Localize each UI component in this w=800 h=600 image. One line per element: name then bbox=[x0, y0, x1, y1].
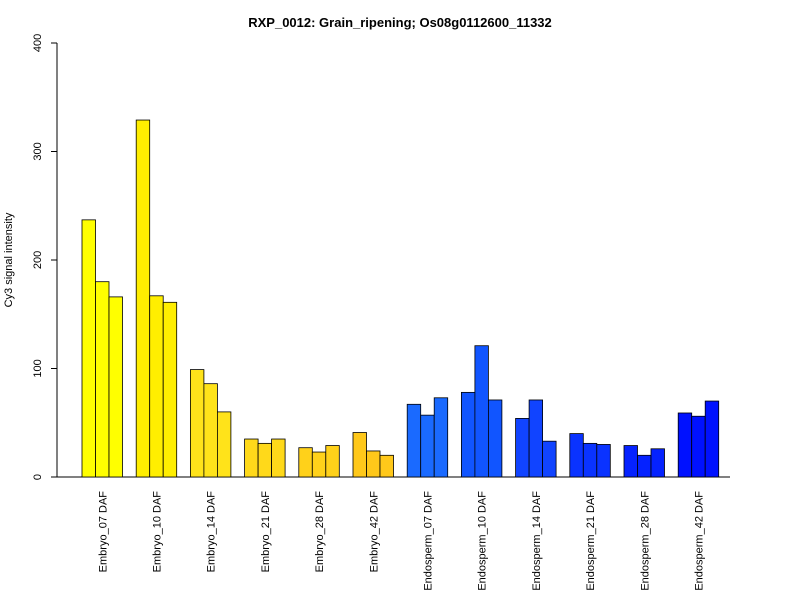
x-tick-label: Endosperm_10 DAF bbox=[477, 491, 489, 591]
y-tick-label: 200 bbox=[32, 251, 44, 269]
bar-6-3 bbox=[379, 454, 394, 478]
bar-10-1 bbox=[569, 433, 584, 478]
bar-2-3 bbox=[162, 301, 178, 478]
x-tick-label: Endosperm_21 DAF bbox=[585, 491, 597, 591]
bar-10-3 bbox=[596, 444, 611, 478]
bar-7-3 bbox=[433, 397, 449, 478]
x-tick-label: Endosperm_07 DAF bbox=[422, 491, 434, 591]
bar-11-3 bbox=[650, 448, 665, 478]
bar-9-1 bbox=[515, 418, 530, 478]
y-tick-label: 100 bbox=[32, 359, 44, 377]
bar-1-2 bbox=[95, 281, 110, 478]
x-tick-label: Embryo_42 DAF bbox=[368, 491, 380, 573]
bar-1-3 bbox=[108, 296, 123, 478]
bar-5-2 bbox=[311, 451, 327, 478]
x-tick-label: Embryo_07 DAF bbox=[97, 491, 109, 573]
x-tick-label: Embryo_10 DAF bbox=[151, 491, 163, 573]
x-tick-label: Embryo_28 DAF bbox=[314, 491, 326, 573]
x-tick-label: Endosperm_42 DAF bbox=[693, 491, 705, 591]
y-axis-label: Cy3 signal intensity bbox=[3, 212, 15, 307]
bar-4-2 bbox=[257, 442, 273, 478]
y-tick-label: 0 bbox=[32, 474, 44, 480]
bars bbox=[81, 119, 720, 478]
bar-6-2 bbox=[366, 450, 381, 478]
bar-4-1 bbox=[244, 438, 259, 478]
bar-2-2 bbox=[149, 295, 164, 478]
bar-8-3 bbox=[487, 399, 503, 478]
x-tick-label: Embryo_21 DAF bbox=[260, 491, 272, 573]
bar-8-2 bbox=[474, 345, 489, 478]
bar-12-1 bbox=[677, 412, 693, 478]
bar-10-2 bbox=[582, 442, 598, 478]
bar-8-1 bbox=[460, 391, 476, 478]
bar-3-2 bbox=[203, 383, 218, 478]
bar-11-2 bbox=[637, 454, 652, 478]
bar-9-3 bbox=[542, 440, 557, 478]
bar-1-1 bbox=[81, 219, 96, 478]
x-tick-label: Endosperm_14 DAF bbox=[531, 491, 543, 591]
bar-3-1 bbox=[189, 369, 205, 478]
x-tick-label: Embryo_14 DAF bbox=[206, 491, 218, 573]
bar-6-1 bbox=[352, 432, 367, 478]
y-tick-label: 300 bbox=[32, 142, 44, 160]
bar-7-1 bbox=[406, 403, 422, 478]
bar-4-3 bbox=[271, 438, 286, 478]
bar-7-2 bbox=[420, 414, 435, 478]
x-axis: Embryo_07 DAF Embryo_10 DAF Embryo_14 DAF E… bbox=[57, 476, 730, 591]
bar-12-2 bbox=[691, 415, 706, 478]
x-tick-label: Endosperm_28 DAF bbox=[639, 491, 651, 591]
y-axis: 0 100 200 300 400 bbox=[32, 34, 58, 480]
bar-3-3 bbox=[216, 411, 232, 478]
bar-12-3 bbox=[704, 400, 720, 478]
bar-11-1 bbox=[623, 445, 638, 478]
bar-5-3 bbox=[325, 445, 340, 478]
bar-5-1 bbox=[298, 447, 313, 478]
chart-title: RXP_0012: Grain_ripening; Os08g0112600_1… bbox=[248, 15, 552, 30]
y-tick-label: 400 bbox=[32, 34, 44, 52]
bar-2-1 bbox=[135, 119, 151, 478]
bar-9-2 bbox=[528, 399, 543, 478]
